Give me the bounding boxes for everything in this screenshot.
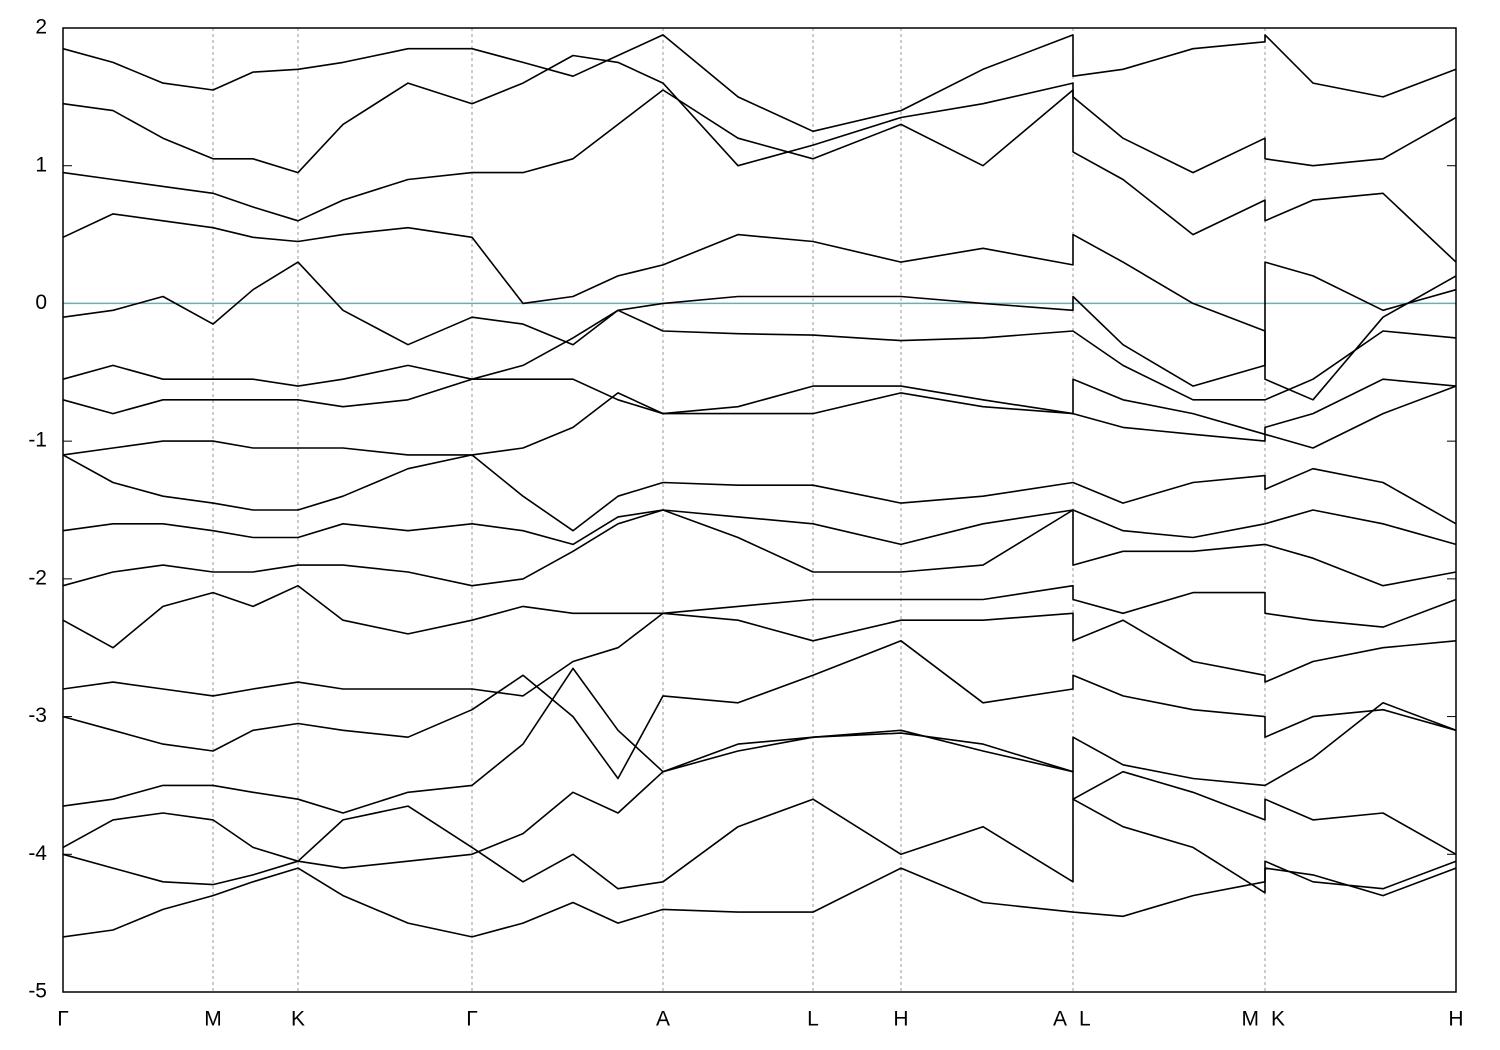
y-tick-label: 2 xyxy=(35,16,47,39)
x-tick-label: K xyxy=(1271,1008,1285,1031)
x-tick-label: H xyxy=(1448,1008,1463,1031)
y-tick-label: -5 xyxy=(28,980,47,1003)
band-line xyxy=(62,640,1457,780)
x-tick-label: H xyxy=(893,1008,908,1031)
band-line xyxy=(62,34,1457,133)
y-tick-label: -1 xyxy=(28,429,47,452)
band-line xyxy=(62,261,1457,387)
band-line xyxy=(62,54,1457,174)
y-tick-label: 0 xyxy=(35,291,47,314)
band-line xyxy=(62,509,1457,546)
plot-frame xyxy=(62,27,1457,993)
x-tick-label: K xyxy=(291,1008,305,1031)
x-tick-label: Γ xyxy=(466,1008,478,1031)
x-tick-label: L xyxy=(807,1008,819,1031)
band-line xyxy=(62,798,1457,894)
band-line xyxy=(62,612,1457,697)
x-tick-label: A xyxy=(1053,1008,1067,1031)
y-tick-label: 1 xyxy=(35,153,47,176)
band-line xyxy=(62,89,1457,263)
band-line xyxy=(62,378,1457,436)
band-line xyxy=(62,454,1457,532)
y-tick-label: -2 xyxy=(28,566,47,589)
band-line xyxy=(62,213,1457,401)
x-tick-label: A xyxy=(656,1008,670,1031)
band-line xyxy=(62,584,1457,649)
x-tick-label: M xyxy=(204,1008,222,1031)
x-tick-label: M xyxy=(1242,1008,1260,1031)
x-tick-label: L xyxy=(1079,1008,1091,1031)
y-tick-label: -3 xyxy=(28,704,47,727)
band-line xyxy=(62,667,1457,814)
y-tick-label: -4 xyxy=(28,842,47,865)
band-line xyxy=(62,309,1457,401)
x-tick-label: Γ xyxy=(57,1008,69,1031)
band-line xyxy=(62,729,1457,869)
